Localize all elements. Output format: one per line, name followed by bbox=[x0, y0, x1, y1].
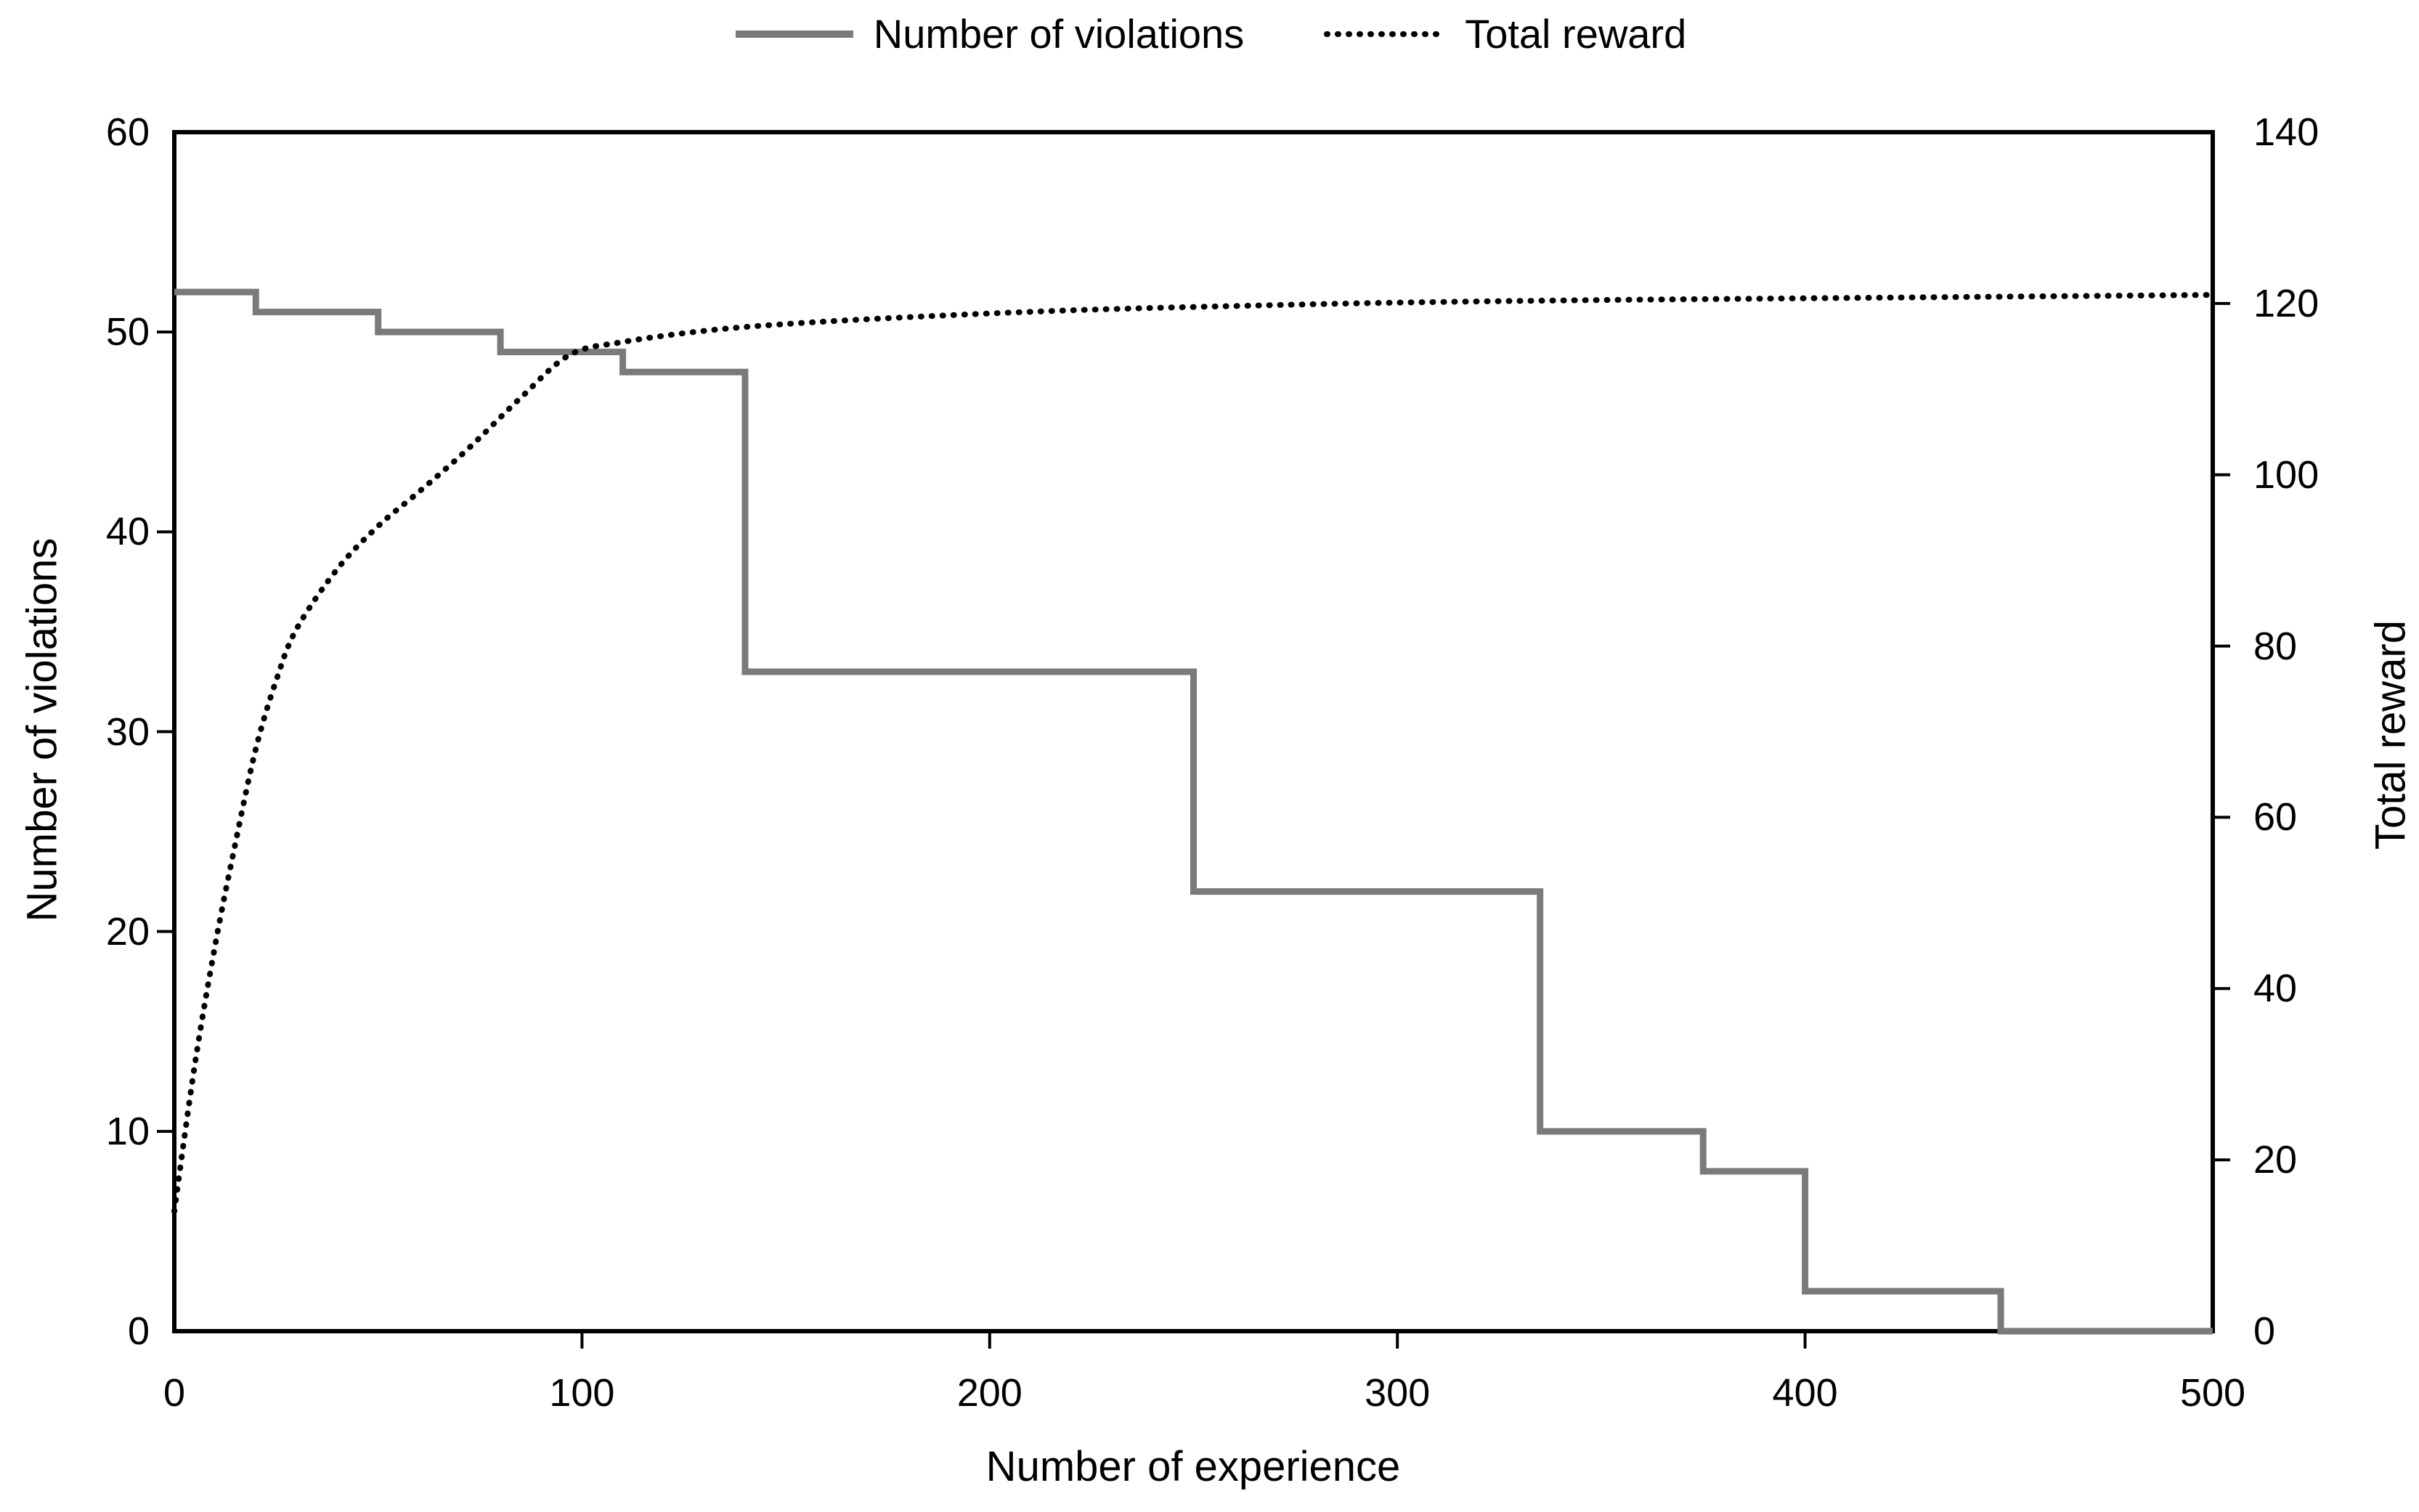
left-axis-tick-label: 20 bbox=[105, 909, 150, 954]
x-axis-tick-label: 200 bbox=[956, 1371, 1023, 1415]
right-axis-tick-label: 40 bbox=[2253, 967, 2298, 1011]
right-axis-title: Total reward bbox=[2367, 620, 2415, 850]
left-axis-tick-label: 10 bbox=[105, 1109, 150, 1153]
x-axis-tick-label: 100 bbox=[549, 1371, 615, 1415]
right-axis-tick-label: 0 bbox=[2253, 1309, 2276, 1353]
legend-item-reward: Total reward bbox=[1324, 10, 1686, 57]
left-axis-tick-label: 60 bbox=[105, 110, 150, 154]
x-axis-tick-label: 500 bbox=[2179, 1371, 2246, 1415]
right-axis-tick-label: 60 bbox=[2253, 795, 2298, 840]
legend-label-reward: Total reward bbox=[1465, 11, 1687, 57]
right-axis-tick-label: 80 bbox=[2253, 624, 2298, 668]
left-axis-title: Number of violations bbox=[18, 537, 66, 922]
right-axis-tick-label: 140 bbox=[2253, 110, 2320, 154]
right-axis-tick-label: 120 bbox=[2253, 281, 2320, 325]
right-axis-tick-label: 20 bbox=[2253, 1138, 2298, 1182]
left-axis-tick-label: 0 bbox=[127, 1309, 150, 1353]
reward-line-marker bbox=[1324, 31, 1448, 37]
left-axis-tick-label: 30 bbox=[105, 710, 150, 754]
right-axis-tick-label: 100 bbox=[2253, 452, 2320, 497]
violations-line-marker bbox=[735, 30, 853, 38]
legend: Number of violations Total reward bbox=[0, 10, 2419, 57]
left-axis-tick-label: 40 bbox=[105, 510, 150, 554]
x-axis-title: Number of experience bbox=[985, 1443, 1401, 1490]
violations-step-line bbox=[174, 288, 2213, 1335]
legend-label-violations: Number of violations bbox=[873, 11, 1245, 57]
x-axis-tick-label: 400 bbox=[1772, 1371, 1838, 1415]
x-axis-tick-label: 0 bbox=[163, 1371, 186, 1415]
legend-item-violations: Number of violations bbox=[733, 10, 1244, 57]
left-axis-tick-label: 50 bbox=[105, 310, 150, 354]
x-axis-tick-label: 300 bbox=[1365, 1371, 1431, 1415]
